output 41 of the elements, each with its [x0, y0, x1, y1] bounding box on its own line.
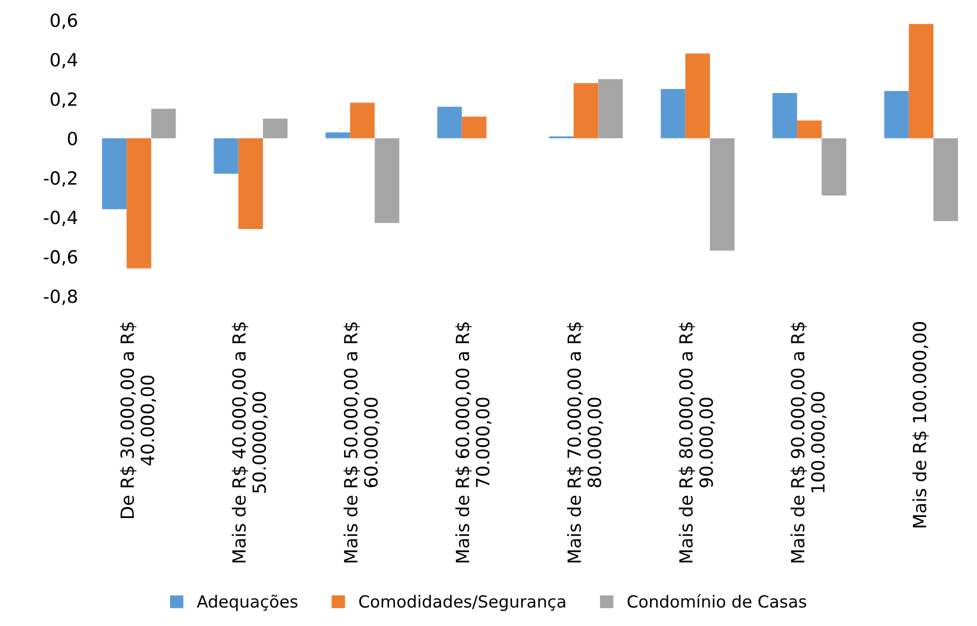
x-tick-label: De R$ 30.000,00 a R$ 40.000,00 [120, 322, 156, 518]
bar [238, 138, 263, 229]
bar [685, 54, 710, 138]
x-tick-label: Mais de R$ 60.000,00 a R$ 70.000,00 [455, 322, 492, 562]
x-tick-label: Mais de R$ 40.000,00 a R$ 50.0000,00 [232, 322, 268, 562]
bar [437, 106, 462, 138]
legend-label: Adequações [196, 594, 298, 611]
x-tick-label: Mais de R$ 100.000,00 [912, 322, 929, 528]
bar [374, 138, 400, 224]
bar [884, 90, 909, 138]
bar [350, 102, 375, 138]
bar [151, 108, 176, 138]
bar [574, 83, 598, 138]
bar [933, 138, 958, 222]
x-tick-label: Mais de R$ 70.000,00 a R$ 80.000,00 [567, 322, 604, 562]
y-tick-label: 0,2 [50, 92, 76, 108]
legend-label: Condomínio de Casas [628, 594, 806, 608]
y-tick-label: 0,4 [50, 52, 78, 68]
legend-label: Comodidades/Segurança [359, 594, 566, 611]
bar [262, 118, 288, 138]
y-tick-label: -0,8 [44, 289, 77, 305]
bar [710, 138, 735, 251]
bar [822, 138, 846, 196]
y-tick-label: 0 [68, 132, 77, 146]
bar [598, 79, 623, 138]
bar [797, 120, 822, 138]
bar [326, 132, 350, 138]
y-tick-label: -0,4 [44, 210, 78, 226]
bar [772, 92, 798, 138]
y-tick-label: -0,2 [44, 171, 76, 187]
bar [126, 138, 152, 268]
x-tick-label: Mais de R$ 90.000,00 a R$ 100.000,00 [790, 322, 827, 562]
x-tick-label: Mais de R$ 50.000,00 a R$ 60.000,00 [344, 322, 380, 562]
x-tick-label: Mais de R$ 80.000,00 a R$ 90.000,00 [678, 322, 715, 562]
bar [102, 138, 127, 210]
bar [462, 116, 486, 138]
bar [214, 138, 238, 174]
y-tick-label: -0,6 [44, 250, 78, 266]
bar [660, 89, 686, 138]
bar [908, 24, 934, 138]
y-tick-label: 0,6 [50, 13, 78, 29]
